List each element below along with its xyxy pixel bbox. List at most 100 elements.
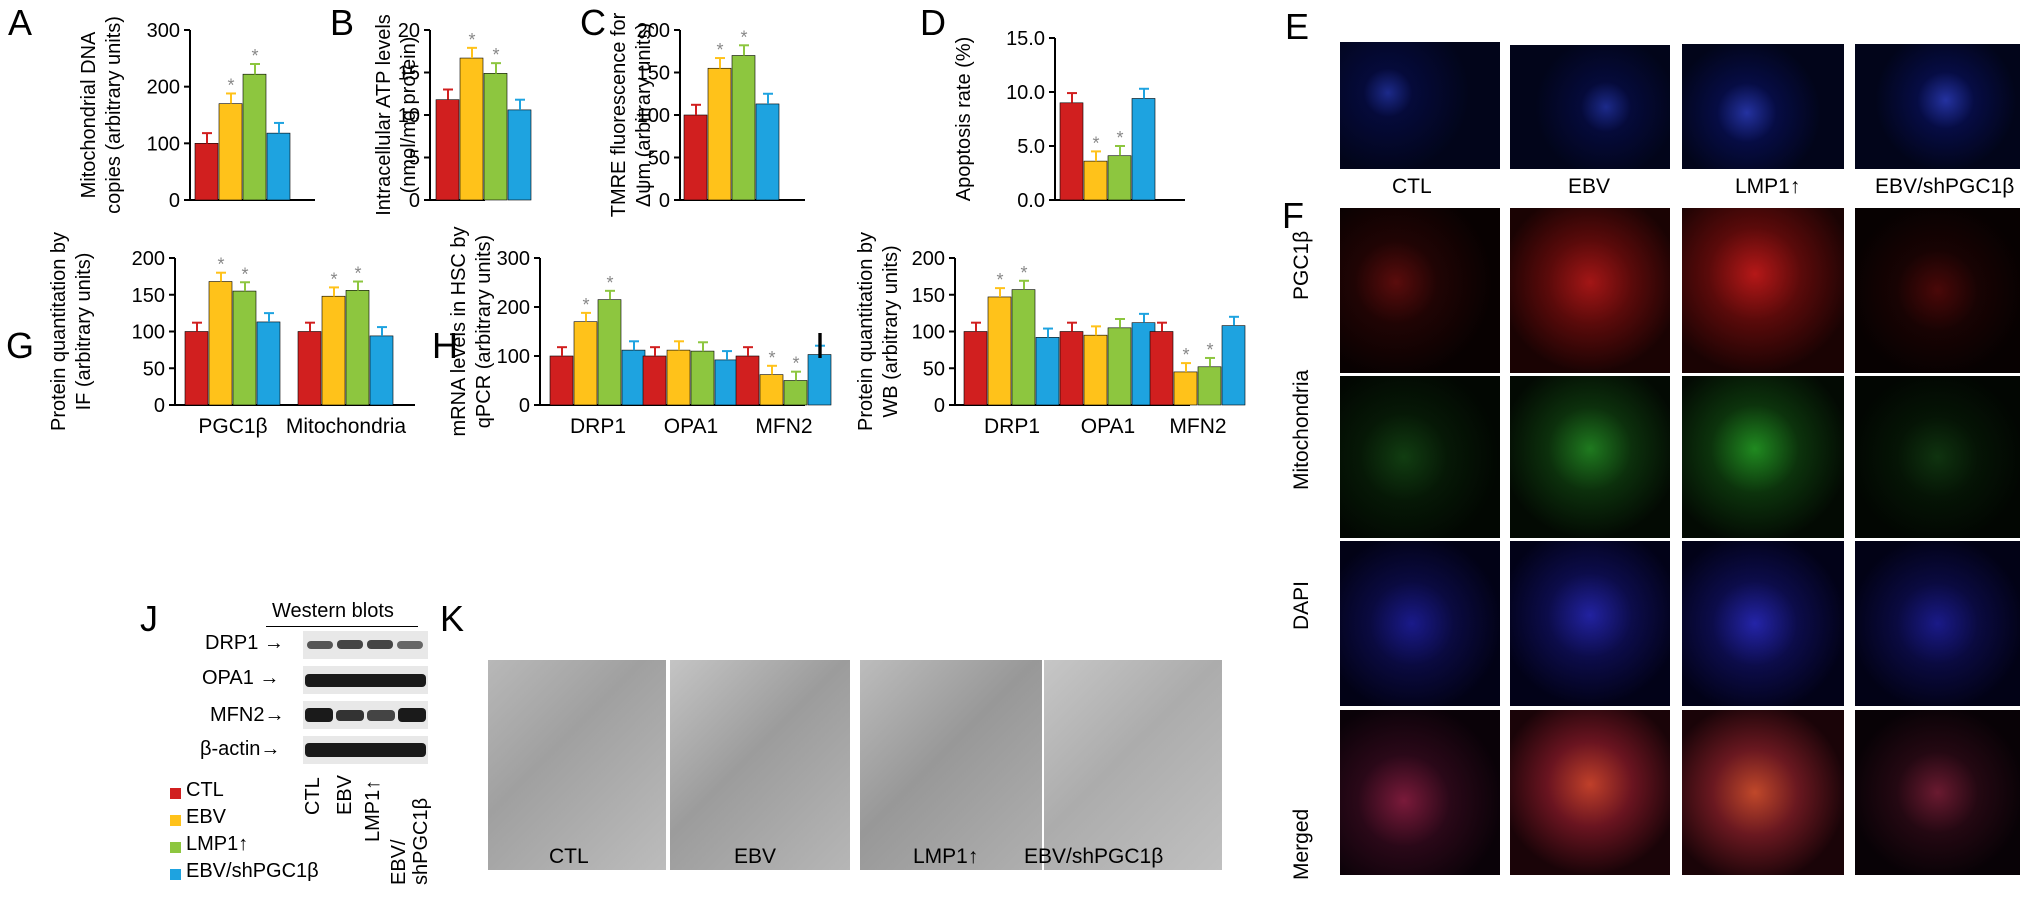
panel-h-y-tick-label: 0 bbox=[519, 395, 530, 417]
panel-letter-e: E bbox=[1285, 6, 1310, 47]
panel-a-y-axis-label: Mitochondrial DNA bbox=[78, 31, 100, 198]
panel-letter-a: A bbox=[8, 2, 33, 43]
panel-g-bar bbox=[208, 281, 233, 406]
legend-swatch-shpgc bbox=[170, 869, 181, 880]
panel-i-bar bbox=[963, 331, 988, 406]
panel-g-y-tick-label: 200 bbox=[132, 248, 165, 270]
panel-c-bar bbox=[731, 55, 756, 201]
panel-e-label-shpgc: EBV/shPGC1β bbox=[1875, 175, 2015, 198]
panel-j-protein-opa1: OPA1 → bbox=[202, 667, 280, 689]
panel-d-bar bbox=[1083, 160, 1108, 201]
panel-f-dapi-ebv bbox=[1510, 541, 1670, 706]
panel-g-y-tick-label: 0 bbox=[154, 395, 165, 417]
panel-f-row-label-merged: Merged bbox=[1290, 808, 1313, 880]
panel-i-bar bbox=[1221, 325, 1246, 406]
panel-h-y-tick-label: 100 bbox=[497, 346, 530, 368]
panel-g-y-tick-label: 100 bbox=[132, 322, 165, 344]
panel-i-significance-star: * bbox=[996, 270, 1003, 290]
panel-j-lane-ebv: EBV bbox=[334, 774, 356, 815]
panel-k-label-ctl: CTL bbox=[549, 845, 589, 868]
panel-h-bar bbox=[621, 349, 646, 406]
panel-f-mito-shpgc bbox=[1855, 376, 2020, 538]
panel-letter-g: G bbox=[6, 325, 35, 366]
panel-g-bar bbox=[184, 331, 209, 406]
panel-letter-i: I bbox=[815, 325, 826, 366]
panel-h-significance-star: * bbox=[768, 348, 775, 368]
panel-f-pgc1b-ctl bbox=[1340, 208, 1500, 373]
panel-i-significance-star: * bbox=[1182, 345, 1189, 365]
panel-g-significance-star: * bbox=[217, 255, 224, 275]
panel-b-bar bbox=[435, 99, 460, 201]
panel-h-y-axis-label: qPCR (arbitrary units) bbox=[473, 235, 495, 428]
panel-b-y-tick-label: 15 bbox=[398, 63, 420, 85]
panel-c-significance-star: * bbox=[716, 40, 723, 60]
panel-a-bar bbox=[242, 73, 267, 201]
panel-k-em-ctl bbox=[488, 660, 666, 870]
panel-h-bar bbox=[642, 355, 667, 406]
panel-j-protein-mfn2: MFN2→ bbox=[210, 704, 285, 726]
panel-j-title: Western blots bbox=[272, 600, 394, 622]
panel-b-bar bbox=[459, 57, 484, 201]
panel-j-protein-bactin: β-actin→ bbox=[200, 738, 281, 760]
panel-h-category-label: DRP1 bbox=[570, 415, 626, 438]
panel-g-y-axis-label: Protein quantitation by bbox=[48, 232, 70, 431]
panel-c-significance-star: * bbox=[740, 27, 747, 47]
panel-letter-b: B bbox=[330, 2, 355, 43]
panel-g-significance-star: * bbox=[241, 264, 248, 284]
panel-i-category-label: OPA1 bbox=[1081, 415, 1135, 438]
panel-f-mito-lmp1 bbox=[1682, 376, 1844, 538]
panel-c-y-tick-label: 200 bbox=[637, 20, 670, 42]
panel-f-row-label-pgc1b: PGC1β bbox=[1290, 230, 1313, 300]
legend-label-ebv: EBV bbox=[186, 806, 227, 828]
panel-h-bar bbox=[714, 359, 739, 406]
panel-b-significance-star: * bbox=[492, 45, 499, 65]
panel-f-pgc1b-shpgc bbox=[1855, 208, 2020, 373]
panel-g-bar bbox=[256, 321, 281, 406]
panel-j-lane-ctl: CTL bbox=[302, 777, 324, 815]
panel-j-protein-drp1: DRP1 → bbox=[205, 632, 284, 654]
panel-i-y-tick-label: 0 bbox=[934, 395, 945, 417]
panel-b-y-tick-label: 10 bbox=[398, 105, 420, 127]
panel-g-category-label: Mitochondria bbox=[286, 415, 407, 438]
panel-f-merged-lmp1 bbox=[1682, 710, 1844, 875]
panel-f-dapi-ctl bbox=[1340, 541, 1500, 706]
panel-a-significance-star: * bbox=[251, 46, 258, 66]
panel-j-blot-bactin bbox=[303, 736, 428, 764]
panel-g-bar bbox=[321, 295, 346, 406]
panel-d-y-tick-label: 0.0 bbox=[1017, 190, 1045, 212]
panel-b-y-axis-label: Intracellular ATP levels bbox=[373, 14, 395, 216]
panel-b-y-tick-label: 20 bbox=[398, 20, 420, 42]
panel-i-y-tick-label: 200 bbox=[912, 248, 945, 270]
panel-a-y-tick-label: 200 bbox=[147, 77, 180, 99]
panel-d-y-tick-label: 10.0 bbox=[1006, 82, 1045, 104]
legend-swatch-lmp1 bbox=[170, 842, 181, 853]
panel-letter-j: J bbox=[140, 598, 158, 639]
panel-h-bar bbox=[783, 380, 808, 406]
panel-f-row-label-dapi: DAPI bbox=[1290, 580, 1313, 630]
legend-swatch-ebv bbox=[170, 815, 181, 826]
panel-e-tile-shpgc bbox=[1855, 44, 2020, 169]
panel-i-y-tick-label: 50 bbox=[923, 358, 945, 380]
panel-d-y-tick-label: 5.0 bbox=[1017, 136, 1045, 158]
panel-i-bar bbox=[1035, 337, 1060, 406]
panel-j-title-underline bbox=[266, 626, 418, 627]
panel-h-bar bbox=[735, 355, 760, 406]
panel-h-y-axis-label: mRNA levels in HSC by bbox=[448, 226, 470, 436]
panel-c-y-tick-label: 100 bbox=[637, 105, 670, 127]
panel-f-dapi-shpgc bbox=[1855, 541, 2020, 706]
panel-a-bar bbox=[218, 103, 243, 201]
panel-g-bar bbox=[345, 290, 370, 406]
panel-c-y-axis-label: TMRE fluorescence for bbox=[608, 12, 630, 217]
panel-letter-d: D bbox=[920, 2, 946, 43]
panel-d-significance-star: * bbox=[1092, 133, 1099, 153]
panel-a-y-tick-label: 0 bbox=[169, 190, 180, 212]
panel-g-bar bbox=[232, 290, 257, 406]
legend-label-lmp1: LMP1↑ bbox=[186, 833, 249, 855]
panel-e-label-ctl: CTL bbox=[1392, 175, 1432, 198]
panel-h-bar bbox=[597, 299, 622, 406]
panel-g-bar bbox=[369, 335, 394, 406]
panel-a-y-tick-label: 100 bbox=[147, 133, 180, 155]
panel-i-significance-star: * bbox=[1206, 340, 1213, 360]
panel-i-y-axis-label: WB (arbitrary units) bbox=[880, 245, 902, 417]
panel-c-y-tick-label: 150 bbox=[637, 63, 670, 85]
